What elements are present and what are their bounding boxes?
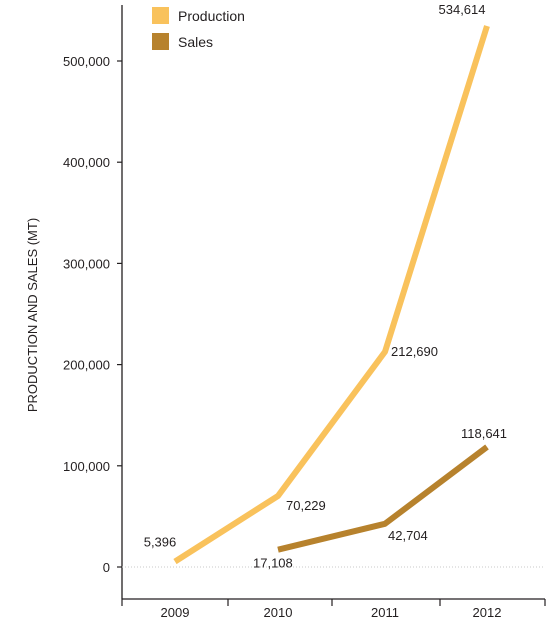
series-line-production <box>173 25 490 565</box>
y-tick-label: 500,000 <box>63 54 110 69</box>
data-label-production: 70,229 <box>286 498 326 513</box>
y-axis-title: PRODUCTION AND SALES (MT) <box>25 218 40 412</box>
y-tick-label: 300,000 <box>63 256 110 271</box>
data-label-sales: 118,641 <box>461 426 507 441</box>
data-label-production: 534,614 <box>439 2 486 17</box>
y-tick-label: 400,000 <box>63 155 110 170</box>
data-label-production: 5,396 <box>144 535 177 550</box>
x-tick-label: 2011 <box>371 605 399 620</box>
x-axis: 2009 2010 2011 2012 <box>121 598 546 620</box>
legend-label-production: Production <box>178 8 245 24</box>
data-labels: 5,396 70,229 212,690 534,614 17,108 42,704 118… <box>144 2 507 571</box>
y-axis: 0 100,000 200,000 300,000 400,000 500,000 <box>63 5 545 599</box>
data-label-sales: 42,704 <box>388 528 428 543</box>
legend-swatch-production <box>152 7 169 24</box>
legend: Production Sales <box>152 7 245 50</box>
legend-label-sales: Sales <box>178 34 213 50</box>
series-lines <box>173 25 490 565</box>
x-tick-label: 2012 <box>473 605 502 620</box>
data-label-sales: 17,108 <box>253 556 293 571</box>
data-label-production: 212,690 <box>391 344 438 359</box>
x-tick-label: 2009 <box>161 605 190 620</box>
y-tick-label: 200,000 <box>63 358 110 373</box>
y-tick-label: 0 <box>103 560 110 575</box>
x-tick-label: 2010 <box>264 605 293 620</box>
y-tick-label: 100,000 <box>63 459 110 474</box>
legend-swatch-sales <box>152 33 169 50</box>
